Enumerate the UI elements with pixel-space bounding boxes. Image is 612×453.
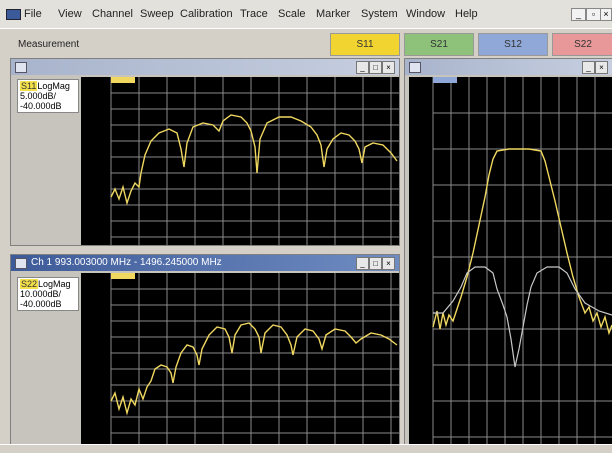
trace-ref: -40.000dB xyxy=(20,299,62,309)
window-titlebar[interactable]: Ch 1 993.003000 MHz - 1496.245000 MHz _ … xyxy=(11,255,399,271)
plot-grid xyxy=(110,273,399,445)
minimize-icon[interactable]: _ xyxy=(356,257,369,270)
menu-sweep[interactable]: Sweep xyxy=(140,8,174,20)
maximize-icon[interactable]: □ xyxy=(369,257,382,270)
menu-trace[interactable]: Trace xyxy=(240,8,268,20)
close-icon[interactable]: × xyxy=(382,61,395,74)
menu-calibration[interactable]: Calibration xyxy=(180,8,233,20)
trace-window-s21: _ × xyxy=(404,58,612,446)
window-titlebar[interactable]: _ □ × xyxy=(11,59,399,75)
trace-name: S22 xyxy=(20,279,39,289)
plot-grid xyxy=(110,77,399,245)
trace-s21-passband xyxy=(432,148,612,336)
trace-format: LogMag xyxy=(37,81,70,91)
close-icon[interactable]: × xyxy=(382,257,395,270)
param-button-s21[interactable]: S21 xyxy=(404,33,474,56)
minimize-icon[interactable]: _ xyxy=(582,61,595,74)
plot-graphics xyxy=(110,273,399,445)
marker-flag xyxy=(111,273,135,279)
window-icon xyxy=(15,258,27,269)
plot-grid xyxy=(432,77,612,445)
trace-ref: -40.000dB xyxy=(20,101,62,111)
marker-flag xyxy=(111,77,135,83)
mdi-restore-icon[interactable]: ▫ xyxy=(586,8,601,21)
param-button-s11[interactable]: S11 xyxy=(330,33,400,56)
trace-window-s11: _ □ × S11LogMag 5.000dB/ -40.000dB xyxy=(10,58,400,246)
menu-scale[interactable]: Scale xyxy=(278,8,306,20)
status-bar xyxy=(0,444,612,453)
plot-graphics xyxy=(110,77,399,245)
mdi-minimize-icon[interactable]: _ xyxy=(571,8,586,21)
menu-marker[interactable]: Marker xyxy=(316,8,351,20)
mdi-close-icon[interactable]: × xyxy=(600,8,612,21)
menu-view[interactable]: View xyxy=(58,8,82,20)
trace-scale: 5.000dB/ xyxy=(20,91,57,101)
trace-legend[interactable]: S11LogMag 5.000dB/ -40.000dB xyxy=(17,79,79,113)
maximize-icon[interactable]: □ xyxy=(369,61,382,74)
plot-graphics xyxy=(432,77,612,445)
window-icon xyxy=(15,62,27,73)
menu-system[interactable]: System xyxy=(361,8,398,20)
trace-window-s22: Ch 1 993.003000 MHz - 1496.245000 MHz _ … xyxy=(10,254,400,446)
trace-legend[interactable]: S22LogMag 10.000dB/ -40.000dB xyxy=(17,277,79,311)
menu-help[interactable]: Help xyxy=(455,8,478,20)
close-icon[interactable]: × xyxy=(595,61,608,74)
measurement-toolbar: Measurement S11 S21 S12 S22 xyxy=(0,28,612,57)
trace-s11 xyxy=(110,114,398,206)
measurement-label: Measurement xyxy=(18,39,80,50)
trace-scale: 10.000dB/ xyxy=(20,289,62,299)
param-button-s12[interactable]: S12 xyxy=(478,33,548,56)
menu-channel[interactable]: Channel xyxy=(92,8,133,20)
trace-plot-s22[interactable] xyxy=(81,273,399,445)
param-button-s22[interactable]: S22 xyxy=(552,33,612,56)
minimize-icon[interactable]: _ xyxy=(356,61,369,74)
menu-bar: File View Channel Sweep Calibration Trac… xyxy=(0,0,612,28)
trace-plot-s21[interactable] xyxy=(409,77,612,445)
trace-plot-s11[interactable] xyxy=(81,77,399,245)
menu-window[interactable]: Window xyxy=(406,8,446,20)
menu-file[interactable]: File xyxy=(24,8,42,20)
trace-s22 xyxy=(110,322,398,416)
marker-flag xyxy=(433,77,457,83)
trace-name: S11 xyxy=(20,81,38,91)
trace-s11-reflection xyxy=(433,266,612,368)
trace-format: LogMag xyxy=(38,279,71,289)
window-icon xyxy=(409,62,421,73)
window-title: Ch 1 993.003000 MHz - 1496.245000 MHz xyxy=(31,257,222,268)
app-system-icon[interactable] xyxy=(6,9,21,20)
window-titlebar[interactable]: _ × xyxy=(405,59,612,75)
